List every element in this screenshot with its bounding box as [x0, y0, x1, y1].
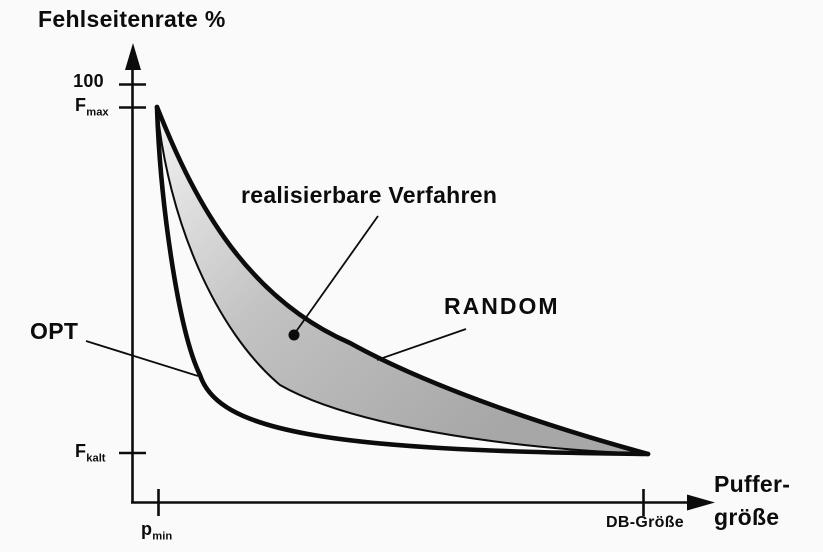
- y-tick-label-fkalt: Fkalt: [75, 441, 106, 465]
- y-axis-title: Fehlseitenrate %: [38, 6, 226, 32]
- opt-curve: [154, 104, 651, 457]
- lower-bound-curve: [156, 106, 649, 455]
- y-axis-arrowhead: [125, 43, 141, 70]
- y-tick-label-fmax: Fmax: [75, 95, 109, 119]
- x-tick-label-pmin: pmin: [141, 519, 173, 543]
- random-label: RANDOM: [444, 293, 560, 319]
- random-leader-line: [376, 328, 467, 361]
- random-curve: [154, 104, 651, 457]
- x-axis-arrowhead: [687, 494, 715, 511]
- y-tick-label-fmax-sub: max: [86, 106, 109, 119]
- y-tick-label-fkalt-text: F: [75, 441, 87, 461]
- feasible-leader-line: [294, 215, 379, 334]
- feasible-region: [157, 107, 648, 454]
- opt-leader-line: [85, 340, 199, 377]
- x-tick-label-dbsize-text: DB-Größe: [606, 514, 684, 531]
- y-tick-label-fkalt-sub: kalt: [86, 452, 106, 465]
- x-axis-title-line2: größe: [714, 504, 780, 530]
- y-tick-label-100: 100: [56, 71, 104, 95]
- x-tick-label-pmin-text: p: [141, 519, 153, 539]
- opt-label: OPT: [30, 318, 79, 344]
- feasible-region-label: realisierbare Verfahren: [241, 182, 498, 208]
- x-axis-title: Puffer- größe: [714, 468, 790, 534]
- feasible-leader-dot: [288, 329, 300, 341]
- x-tick-label-dbsize: DB-Größe: [599, 514, 691, 535]
- x-axis-title-line1: Puffer-: [714, 471, 791, 497]
- y-tick-label-fmax-text: F: [75, 95, 87, 115]
- y-tick-label-100-text: 100: [73, 71, 104, 91]
- x-tick-label-pmin-sub: min: [152, 530, 173, 543]
